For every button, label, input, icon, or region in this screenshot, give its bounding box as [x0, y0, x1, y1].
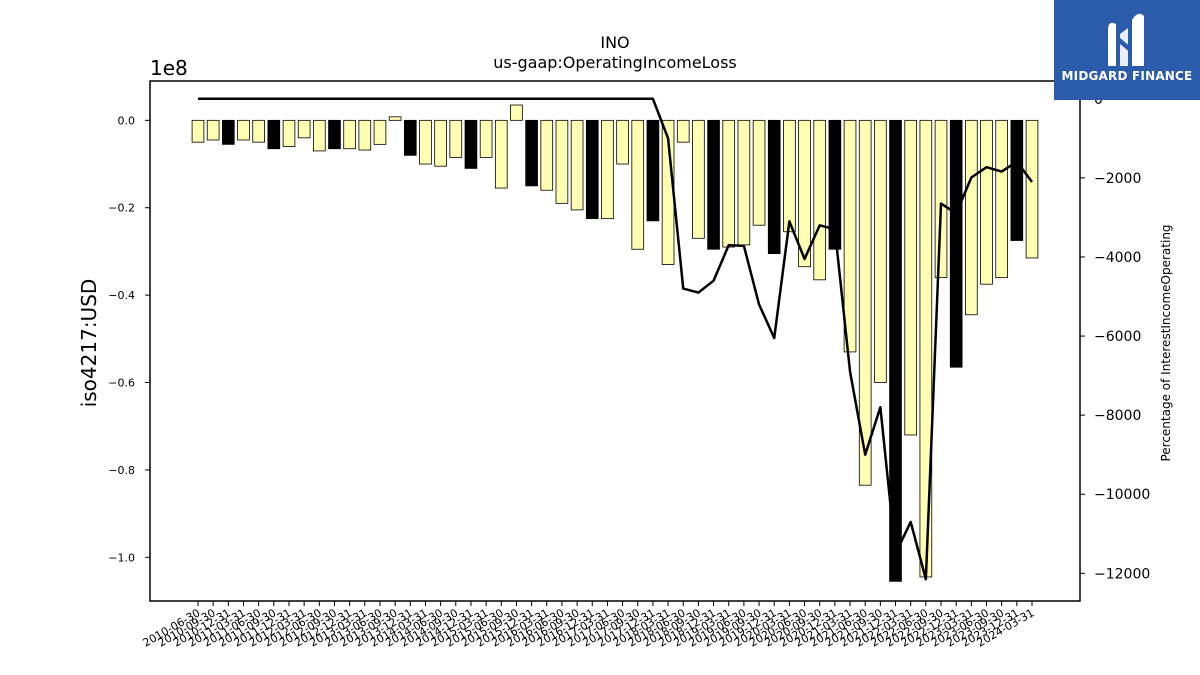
bar: [434, 119, 447, 167]
bar: [585, 119, 599, 220]
bar: [813, 119, 827, 281]
bar: [676, 119, 690, 143]
y2-axis-label: Percentage of InterestIncomeOperating: [1159, 224, 1173, 461]
bar: [237, 119, 250, 141]
bar: [828, 119, 842, 250]
bar: [783, 119, 796, 233]
bar: [874, 119, 887, 383]
bar: [737, 119, 751, 246]
bar: [798, 119, 811, 268]
bar: [631, 119, 645, 250]
bar: [767, 119, 781, 255]
y-tick-label: −0.6: [108, 377, 135, 390]
bar: [555, 119, 569, 204]
bar: [191, 119, 205, 143]
bar: [858, 119, 872, 486]
bar: [343, 119, 356, 150]
bar: [449, 119, 463, 158]
bar: [373, 119, 387, 145]
bar: [646, 119, 660, 222]
y-tick-label: −0.4: [108, 289, 135, 302]
y2-tick-label: −4000: [1094, 250, 1141, 266]
bar: [464, 119, 478, 169]
chart-subtitle: us-gaap:OperatingIncomeLoss: [493, 53, 737, 72]
bar: [980, 119, 993, 285]
bar: [965, 119, 978, 316]
y-tick-label: −1.0: [108, 551, 135, 564]
series-line: [198, 97, 1033, 581]
bar: [1010, 119, 1024, 241]
bar: [692, 119, 705, 239]
y2-tick-label: −10000: [1094, 487, 1150, 503]
y-axis-label: iso4217:USD: [77, 279, 101, 408]
logo: MIDGARD FINANCE: [1054, 0, 1200, 100]
y2-tick-label: −6000: [1094, 329, 1141, 345]
y2-tick-label: −12000: [1094, 566, 1150, 582]
bar: [889, 119, 902, 582]
bar: [312, 119, 326, 152]
bar: [949, 119, 963, 368]
y2-tick-label: −2000: [1094, 171, 1141, 187]
bar: [995, 119, 1008, 279]
chart-title: INO: [600, 33, 629, 52]
bar: [722, 119, 736, 248]
bar: [494, 119, 508, 189]
bar: [252, 119, 265, 143]
bar: [388, 116, 402, 121]
bar: [297, 119, 311, 139]
bar: [752, 119, 766, 226]
bar: [358, 119, 372, 151]
bar: [206, 119, 220, 141]
bar: [601, 119, 614, 220]
bar: [1025, 119, 1039, 259]
y2-tick-label: −8000: [1094, 408, 1141, 424]
bar: [540, 119, 554, 191]
logo-mark-icon: [1108, 13, 1144, 66]
bar: [904, 119, 918, 436]
bar: [403, 119, 417, 156]
y-offset-label: 1e8: [150, 56, 188, 80]
bar: [222, 119, 235, 145]
plot-frame: [149, 80, 1081, 602]
bar: [934, 119, 948, 279]
bar: [616, 119, 629, 165]
bar: [525, 119, 538, 187]
y-tick-label: 0.0: [118, 114, 136, 127]
bar: [843, 119, 857, 353]
bar: [282, 119, 296, 147]
y-tick-label: −0.2: [108, 202, 135, 215]
bar: [510, 104, 523, 121]
bar: [707, 119, 720, 250]
bar: [479, 119, 493, 158]
y-tick-label: −0.8: [108, 464, 135, 477]
bar: [419, 119, 432, 165]
logo-text: MIDGARD FINANCE: [1061, 69, 1193, 83]
bar: [267, 119, 281, 150]
bar: [570, 119, 584, 211]
bar: [328, 119, 341, 150]
bar: [919, 119, 933, 578]
